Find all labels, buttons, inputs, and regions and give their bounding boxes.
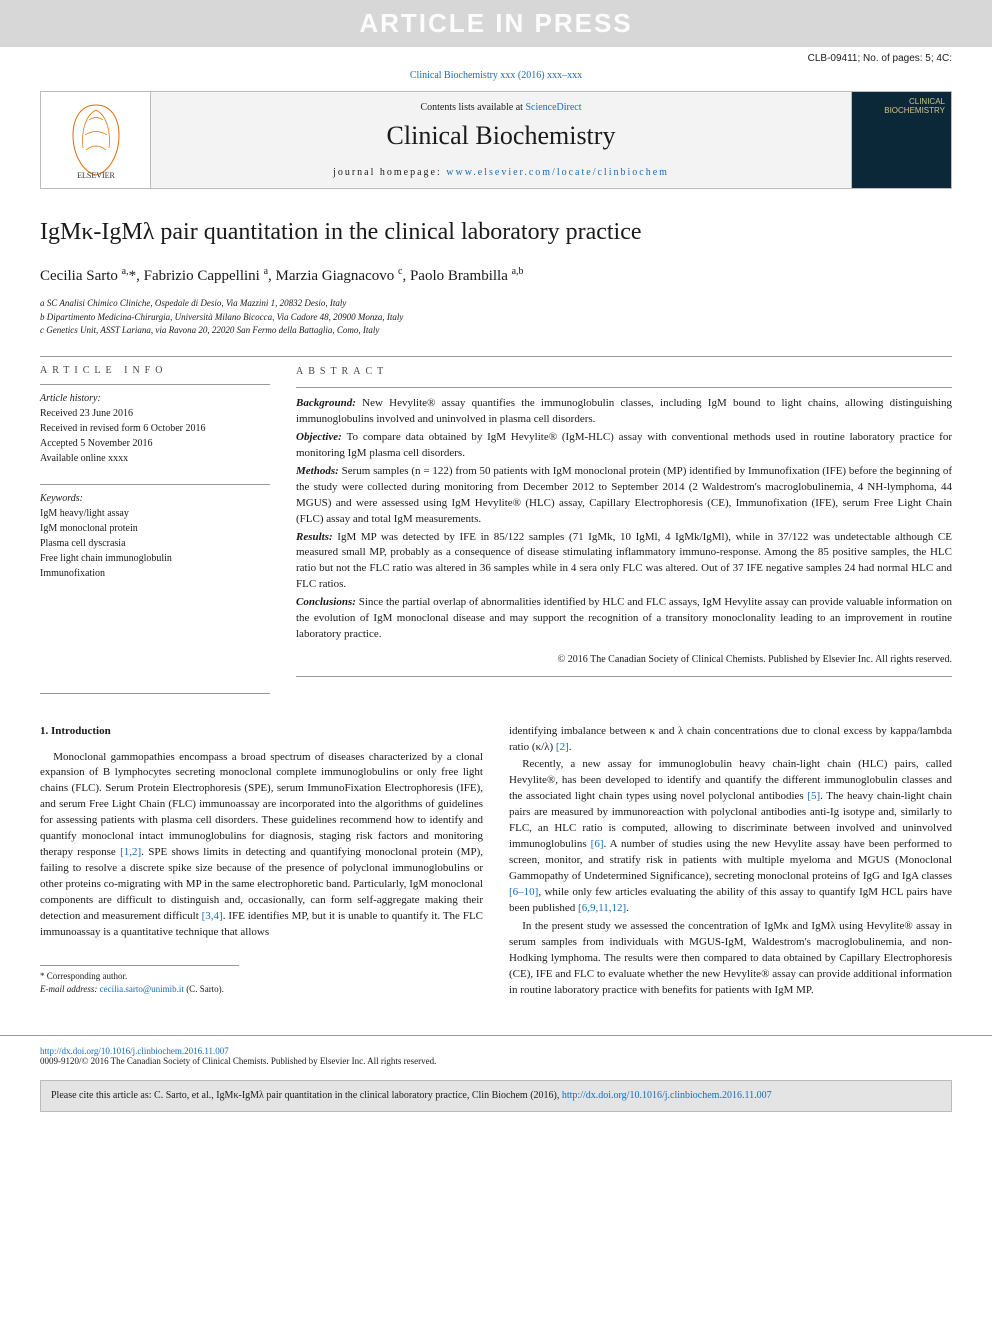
divider <box>40 484 270 485</box>
ref-link[interactable]: [6,9,11,12] <box>578 902 626 914</box>
history-label: Article history: <box>40 393 270 404</box>
intro-heading: 1. Introduction <box>40 724 483 740</box>
ref-link[interactable]: [6] <box>591 838 604 850</box>
body-left-column: 1. Introduction Monoclonal gammopathies … <box>40 724 483 1001</box>
contents-available-line: Contents lists available at ScienceDirec… <box>159 102 843 113</box>
corr-star-line: * Corresponding author. <box>40 970 239 983</box>
corr-email-link[interactable]: cecilia.sarto@unimib.it <box>100 984 184 994</box>
corresponding-author-note: * Corresponding author. E-mail address: … <box>40 965 239 996</box>
avail-prefix: Contents lists available at <box>420 102 525 113</box>
divider <box>40 693 270 694</box>
journal-issue-line: Clinical Biochemistry xxx (2016) xxx–xxx <box>0 66 992 85</box>
abstract-background: Background: New Hevylite® assay quantifi… <box>296 396 952 428</box>
intro-text: . <box>569 741 572 753</box>
ref-link[interactable]: [1,2] <box>120 846 141 858</box>
corr-author-name: (C. Sarto). <box>184 984 224 994</box>
doi-link[interactable]: http://dx.doi.org/10.1016/j.clinbiochem.… <box>40 1046 229 1056</box>
intro-text: Monoclonal gammopathies encompass a broa… <box>40 751 483 859</box>
abstract-objective: Objective: To compare data obtained by I… <box>296 430 952 462</box>
citation-box: Please cite this article as: C. Sarto, e… <box>40 1080 952 1112</box>
info-abstract-row: ARTICLE INFO Article history: Received 2… <box>40 365 952 685</box>
header-center: Contents lists available at ScienceDirec… <box>151 92 851 188</box>
abs-bg-text: New Hevylite® assay quantifies the immun… <box>296 397 952 425</box>
svg-text:ELSEVIER: ELSEVIER <box>77 171 115 180</box>
abstract-column: ABSTRACT Background: New Hevylite® assay… <box>296 365 952 685</box>
divider <box>296 676 952 677</box>
cover-line-2: BIOCHEMISTRY <box>884 107 945 116</box>
intro-para-3: In the present study we assessed the con… <box>509 919 952 999</box>
intro-para-1: Monoclonal gammopathies encompass a broa… <box>40 750 483 941</box>
keywords-block: Keywords: IgM heavy/light assayIgM monoc… <box>40 493 270 581</box>
affiliation-line: c Genetics Unit, ASST Lariana, via Ravon… <box>40 324 952 338</box>
divider <box>40 384 270 385</box>
affiliations: a SC Analisi Chimico Cliniche, Ospedale … <box>40 297 952 338</box>
article-info-heading: ARTICLE INFO <box>40 365 270 376</box>
affiliation-line: a SC Analisi Chimico Cliniche, Ospedale … <box>40 297 952 311</box>
journal-name: Clinical Biochemistry <box>159 121 843 151</box>
cite-prefix: Please cite this article as: C. Sarto, e… <box>51 1090 562 1101</box>
intro-text: identifying imbalance between κ and λ ch… <box>509 725 952 753</box>
body-two-column: 1. Introduction Monoclonal gammopathies … <box>40 724 952 1001</box>
abs-res-text: IgM MP was detected by IFE in 85/122 sam… <box>296 531 952 591</box>
ref-link[interactable]: [3,4] <box>202 910 223 922</box>
history-line: Received in revised form 6 October 2016 <box>40 421 270 436</box>
article-body: IgMκ-IgMλ pair quantitation in the clini… <box>0 189 992 1021</box>
history-line: Available online xxxx <box>40 451 270 466</box>
keywords-label: Keywords: <box>40 493 270 504</box>
keyword-line: Immunofixation <box>40 566 270 581</box>
journal-header-box: ELSEVIER Contents lists available at Sci… <box>40 91 952 189</box>
history-line: Received 23 June 2016 <box>40 406 270 421</box>
corr-email-label: E-mail address: <box>40 984 100 994</box>
abstract-conclusions: Conclusions: Since the partial overlap o… <box>296 595 952 643</box>
journal-cover-thumb: CLINICAL BIOCHEMISTRY <box>851 92 951 188</box>
keyword-line: IgM monoclonal protein <box>40 521 270 536</box>
keyword-line: Plasma cell dyscrasia <box>40 536 270 551</box>
intro-para-2: Recently, a new assay for immunoglobulin… <box>509 757 952 916</box>
home-prefix: journal homepage: <box>333 167 446 178</box>
cover-title: CLINICAL BIOCHEMISTRY <box>884 98 945 116</box>
abstract-results: Results: IgM MP was detected by IFE in 8… <box>296 530 952 594</box>
page-footer: http://dx.doi.org/10.1016/j.clinbiochem.… <box>0 1035 992 1066</box>
corr-email-line: E-mail address: cecilia.sarto@unimib.it … <box>40 983 239 996</box>
sciencedirect-link[interactable]: ScienceDirect <box>525 102 581 113</box>
keyword-line: IgM heavy/light assay <box>40 506 270 521</box>
cite-doi-link[interactable]: http://dx.doi.org/10.1016/j.clinbiochem.… <box>562 1090 772 1101</box>
history-line: Accepted 5 November 2016 <box>40 436 270 451</box>
abs-conc-text: Since the partial overlap of abnormaliti… <box>296 596 952 640</box>
ref-link[interactable]: [6–10] <box>509 886 538 898</box>
article-info-column: ARTICLE INFO Article history: Received 2… <box>40 365 270 685</box>
article-title: IgMκ-IgMλ pair quantitation in the clini… <box>40 219 952 246</box>
in-press-banner: ARTICLE IN PRESS <box>0 0 992 47</box>
ref-link[interactable]: [5] <box>807 790 820 802</box>
abstract-methods: Methods: Serum samples (n = 122) from 50… <box>296 464 952 528</box>
journal-homepage-line: journal homepage: www.elsevier.com/locat… <box>159 167 843 178</box>
intro-para-cont: identifying imbalance between κ and λ ch… <box>509 724 952 756</box>
abs-meth-text: Serum samples (n = 122) from 50 patients… <box>296 465 952 525</box>
journal-homepage-link[interactable]: www.elsevier.com/locate/clinbiochem <box>446 167 669 178</box>
body-right-column: identifying imbalance between κ and λ ch… <box>509 724 952 1001</box>
divider <box>296 387 952 388</box>
abstract-heading: ABSTRACT <box>296 365 952 380</box>
issn-copyright-line: 0009-9120/© 2016 The Canadian Society of… <box>40 1056 436 1066</box>
abstract-copyright: © 2016 The Canadian Society of Clinical … <box>296 653 952 668</box>
abs-obj-text: To compare data obtained by IgM Hevylite… <box>296 431 952 459</box>
elsevier-logo: ELSEVIER <box>41 92 151 188</box>
intro-text: , while only few articles evaluating the… <box>509 886 952 914</box>
article-history-block: Article history: Received 23 June 2016Re… <box>40 393 270 466</box>
article-id-meta: CLB-09411; No. of pages: 5; 4C: <box>0 47 992 66</box>
divider <box>40 356 952 357</box>
keyword-line: Free light chain immunoglobulin <box>40 551 270 566</box>
ref-link[interactable]: [2] <box>556 741 569 753</box>
authors-line: Cecilia Sarto a,*, Fabrizio Cappellini a… <box>40 266 952 285</box>
intro-text: . <box>626 902 629 914</box>
affiliation-line: b Dipartimento Medicina-Chirurgia, Unive… <box>40 311 952 325</box>
